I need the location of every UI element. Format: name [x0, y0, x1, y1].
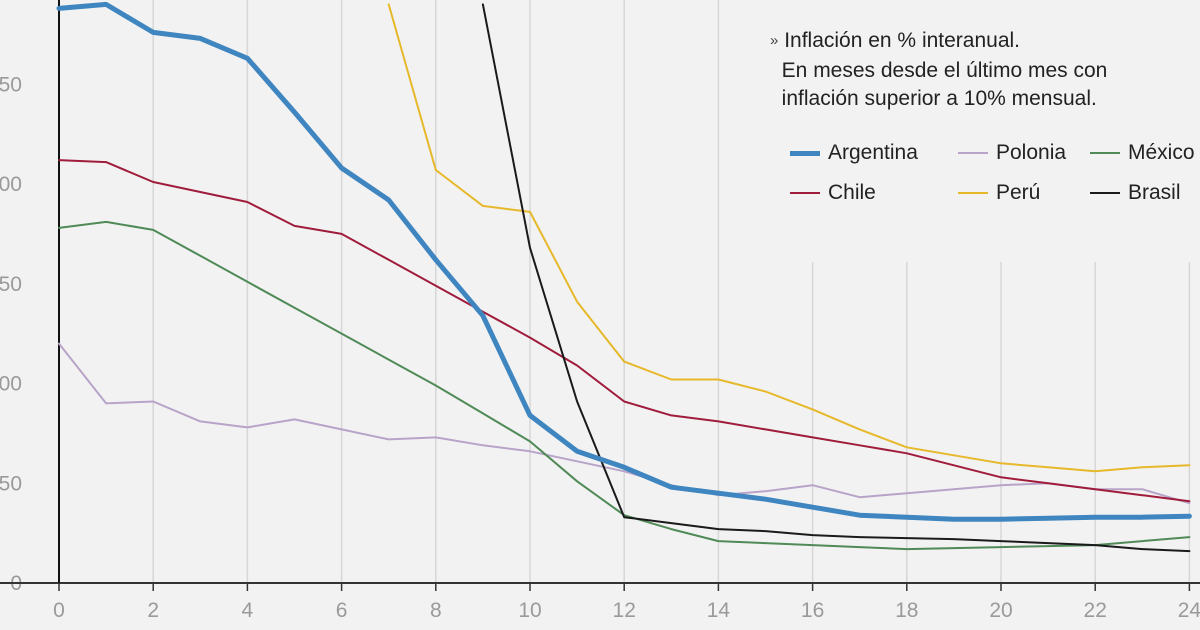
grid-lines: [152, 0, 1191, 583]
chart-note: » Inflación en % interanual. En meses de…: [770, 27, 1107, 113]
y-tick-label: 150: [0, 273, 22, 296]
note-line-2: En meses desde el último mes con: [781, 59, 1108, 82]
x-tick-label: 20: [989, 599, 1012, 622]
x-tick-label: 14: [707, 599, 731, 622]
x-tick-label: 2: [147, 599, 159, 622]
x-tick-label: 8: [430, 599, 442, 622]
legend-item-polonia: Polonia: [958, 138, 1066, 168]
legend-item-méxico: México: [1090, 138, 1195, 168]
legend-panel: [745, 24, 1200, 214]
legend-label: Perú: [996, 181, 1041, 204]
legend-label: Polonia: [996, 141, 1067, 164]
legend-item-brasil: Brasil: [1090, 178, 1181, 208]
x-tick-label: 24: [1178, 599, 1200, 622]
legend-label: México: [1128, 141, 1195, 164]
legend-swatch: [958, 192, 988, 194]
legend-label: Argentina: [828, 141, 918, 164]
y-tick-label: 250: [0, 73, 22, 96]
legend-swatch: [1090, 152, 1120, 154]
legend-item-argentina: Argentina: [790, 138, 918, 168]
x-tick-label: 16: [801, 599, 824, 622]
legend-label: Chile: [828, 181, 876, 204]
legend-item-chile: Chile: [790, 178, 876, 208]
x-tick-label: 18: [895, 599, 918, 622]
x-tick-label: 22: [1084, 599, 1107, 622]
legend-swatch: [1090, 192, 1120, 194]
x-tick-label: 12: [613, 599, 636, 622]
legend-swatch: [790, 192, 820, 194]
note-line-3: inflación superior a 10% mensual.: [781, 87, 1097, 110]
y-axis: 050100150200250: [0, 73, 22, 595]
y-tick-label: 50: [0, 472, 22, 495]
legend-swatch: [790, 150, 820, 156]
y-tick-label: 200: [0, 173, 22, 196]
note-marker: »: [770, 32, 779, 49]
series-line-chile: [58, 159, 1191, 503]
y-tick-label: 100: [0, 373, 22, 396]
note-line-1: Inflación en % interanual.: [784, 29, 1021, 52]
legend-label: Brasil: [1128, 181, 1181, 204]
series-line-polonia: [58, 342, 1191, 505]
series-line-argentina: [56, 1, 1192, 522]
x-tick-label: 4: [242, 599, 254, 622]
legend-swatch: [958, 152, 988, 154]
x-tick-label: 6: [336, 599, 348, 622]
series-lines: [56, 1, 1192, 553]
legend-item-perú: Perú: [958, 178, 1040, 208]
x-tick-label: 10: [518, 599, 541, 622]
x-tick-label: 0: [53, 599, 65, 622]
